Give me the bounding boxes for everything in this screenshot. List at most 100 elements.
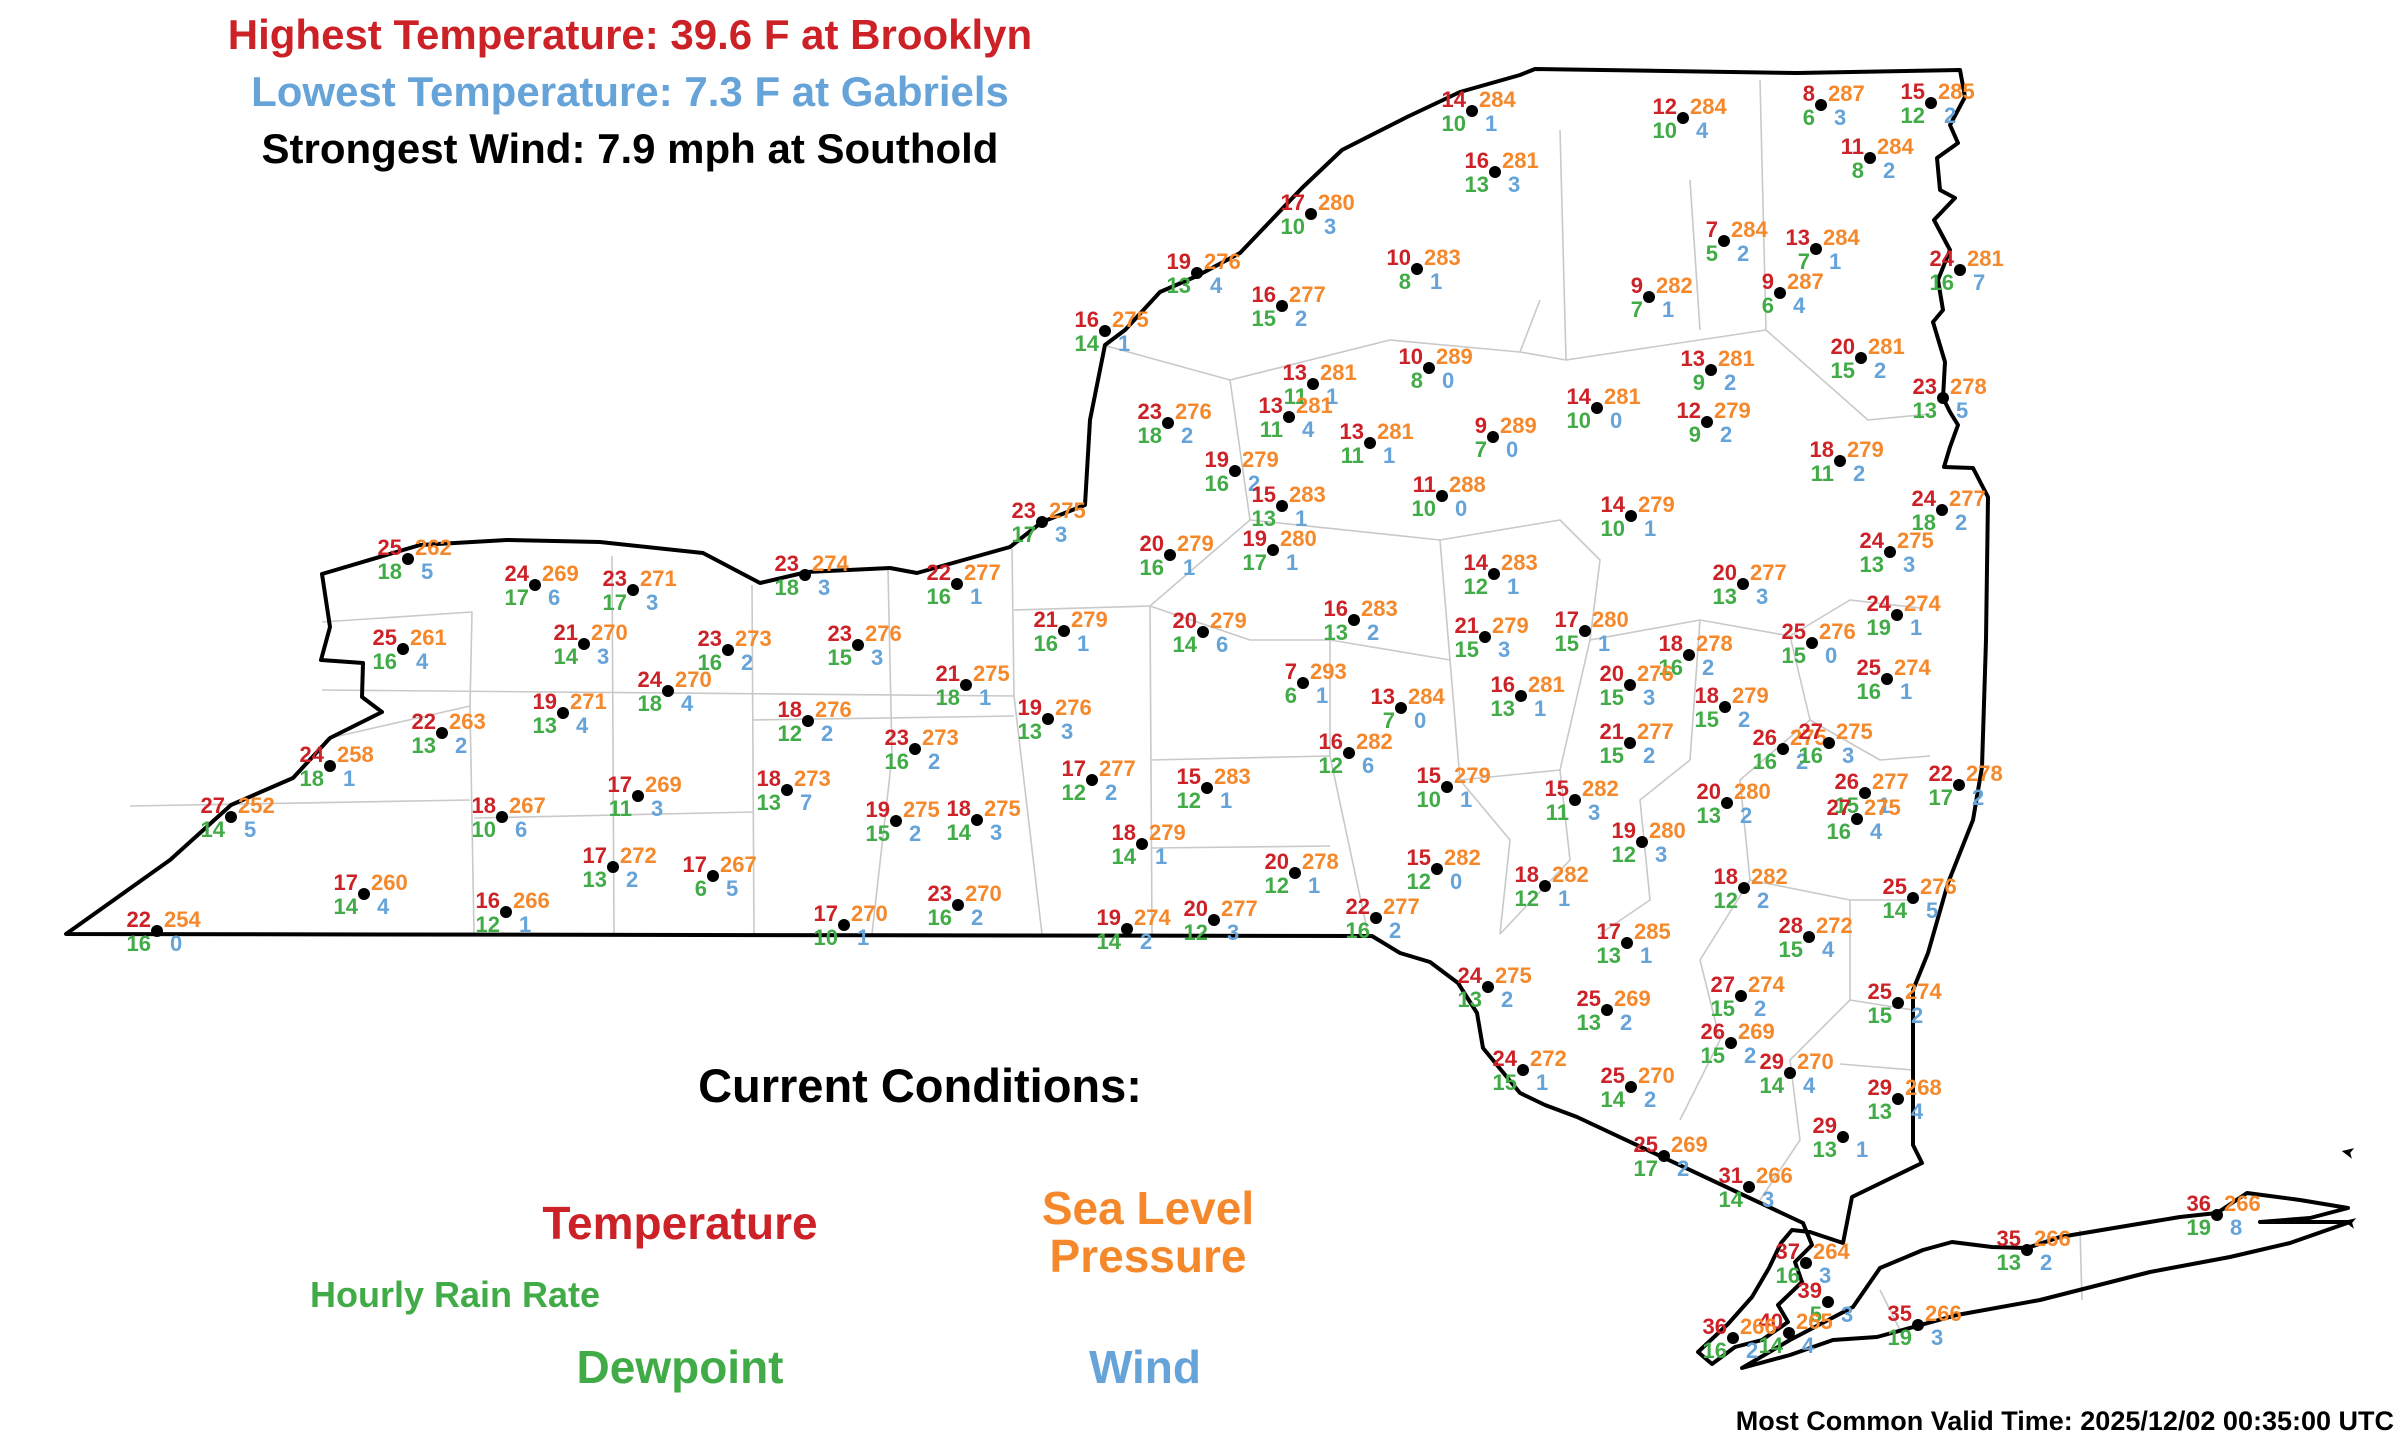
station-wind: 2: [1140, 929, 1153, 954]
station-dewpoint: 15: [1830, 358, 1855, 383]
station-dot-icon: [1267, 544, 1279, 556]
station-dot-icon: [1348, 614, 1360, 626]
station-pressure: 275: [1112, 307, 1149, 332]
station-temperature: 22: [1928, 761, 1953, 786]
station-pressure: 282: [1552, 862, 1589, 887]
station-temperature: 20: [1139, 531, 1164, 556]
station-temperature: 23: [827, 621, 852, 646]
station-pressure: 283: [1289, 482, 1326, 507]
station-wind: 1: [1662, 297, 1675, 322]
station-temperature: 21: [1454, 613, 1479, 638]
legend-wind-label: Wind: [1089, 1341, 1201, 1393]
station-dot-icon: [397, 643, 409, 655]
station-dot-icon: [1624, 679, 1636, 691]
station-dot-icon: [1936, 504, 1948, 516]
station-wind: 2: [1644, 1087, 1657, 1112]
station-dot-icon: [1370, 912, 1382, 924]
station-pressure: 266: [1925, 1301, 1962, 1326]
station-dewpoint: 16: [1826, 819, 1851, 844]
station-dewpoint: 6: [1284, 683, 1297, 708]
station-dewpoint: 12: [1900, 103, 1925, 128]
station-temperature: 15: [1416, 763, 1441, 788]
station-pressure: 275: [1790, 725, 1827, 750]
station-dot-icon: [1042, 713, 1054, 725]
station-wind: 2: [928, 749, 941, 774]
legend-pressure-line2: Pressure: [1049, 1230, 1247, 1282]
station-pressure: 289: [1500, 413, 1537, 438]
station-dot-icon: [1784, 1067, 1796, 1079]
station-temperature: 24: [504, 561, 529, 586]
station-pressure: 277: [1949, 486, 1986, 511]
station-dewpoint: 7: [1797, 249, 1810, 274]
station-dot-icon: [1036, 516, 1048, 528]
station-dewpoint: 11: [1810, 461, 1834, 486]
station-temperature: 15: [1900, 79, 1925, 104]
station-temperature: 16: [1251, 282, 1276, 307]
station-pressure: 279: [1847, 437, 1884, 462]
station-temperature: 27: [200, 793, 225, 818]
station-temperature: 18: [1713, 864, 1738, 889]
station-pressure: 269: [1614, 986, 1651, 1011]
station-dot-icon: [1517, 1064, 1529, 1076]
station-wind: 1: [1829, 249, 1842, 274]
station-wind: 3: [871, 645, 884, 670]
station-dewpoint: 13: [411, 733, 436, 758]
station-temperature: 18: [1514, 862, 1539, 887]
station-dewpoint: 10: [813, 925, 838, 950]
station-temperature: 21: [935, 661, 960, 686]
station-temperature: 14: [1441, 87, 1466, 112]
station-temperature: 28: [1778, 913, 1803, 938]
station-dewpoint: 12: [475, 912, 500, 937]
station-dewpoint: 14: [1759, 1073, 1784, 1098]
station-dot-icon: [1515, 690, 1527, 702]
station-pressure: 281: [1320, 360, 1357, 385]
station-dewpoint: 10: [1600, 516, 1625, 541]
station-temperature: 18: [1111, 820, 1136, 845]
station-pressure: 282: [1444, 845, 1481, 870]
station-pressure: 266: [2034, 1226, 2071, 1251]
station-pressure: 279: [1714, 398, 1751, 423]
station-dot-icon: [1276, 500, 1288, 512]
station-temperature: 18: [1809, 437, 1834, 462]
station-dot-icon: [1954, 264, 1966, 276]
station-temperature: 25: [1867, 979, 1892, 1004]
station-temperature: 16: [1490, 672, 1515, 697]
station-wind: 4: [1696, 118, 1709, 143]
station-wind: 1: [519, 912, 532, 937]
station-temperature: 20: [1172, 608, 1197, 633]
station-dot-icon: [1283, 411, 1295, 423]
station-pressure: 279: [1638, 492, 1675, 517]
station-wind: 2: [1944, 103, 1957, 128]
station-wind: 4: [416, 649, 429, 674]
station-dewpoint: 15: [1599, 685, 1624, 710]
station-temperature: 21: [553, 620, 578, 645]
station-dewpoint: 12: [1611, 842, 1636, 867]
station-wind: 1: [1878, 793, 1891, 818]
station-temperature: 25: [1633, 1132, 1658, 1157]
station-pressure: 284: [1823, 225, 1860, 250]
station-dot-icon: [1834, 455, 1846, 467]
station-dewpoint: 15: [1867, 1003, 1892, 1028]
station-temperature: 24: [637, 667, 662, 692]
station-temperature: 18: [1658, 631, 1683, 656]
legend-temperature-label: Temperature: [542, 1197, 818, 1249]
station-pressure: 254: [164, 907, 201, 932]
station-dot-icon: [557, 707, 569, 719]
station-pressure: 264: [1813, 1239, 1850, 1264]
station-temperature: 19: [1166, 249, 1191, 274]
station-dewpoint: 10: [471, 817, 496, 842]
station-wind: 2: [1720, 422, 1733, 447]
station-dot-icon: [1851, 813, 1863, 825]
station-wind: 4: [1803, 1073, 1816, 1098]
station-dewpoint: 7: [1474, 437, 1487, 462]
station-dewpoint: 17: [1011, 522, 1036, 547]
station-wind: 2: [741, 650, 754, 675]
station-wind: 1: [979, 685, 992, 710]
station-dot-icon: [1297, 677, 1309, 689]
station-temperature: 25: [1882, 874, 1907, 899]
station-dot-icon: [1579, 625, 1591, 637]
station-temperature: 15: [1406, 845, 1431, 870]
station-dewpoint: 7: [1630, 297, 1643, 322]
station-dot-icon: [1800, 1257, 1812, 1269]
station-temperature: 27: [1798, 719, 1823, 744]
